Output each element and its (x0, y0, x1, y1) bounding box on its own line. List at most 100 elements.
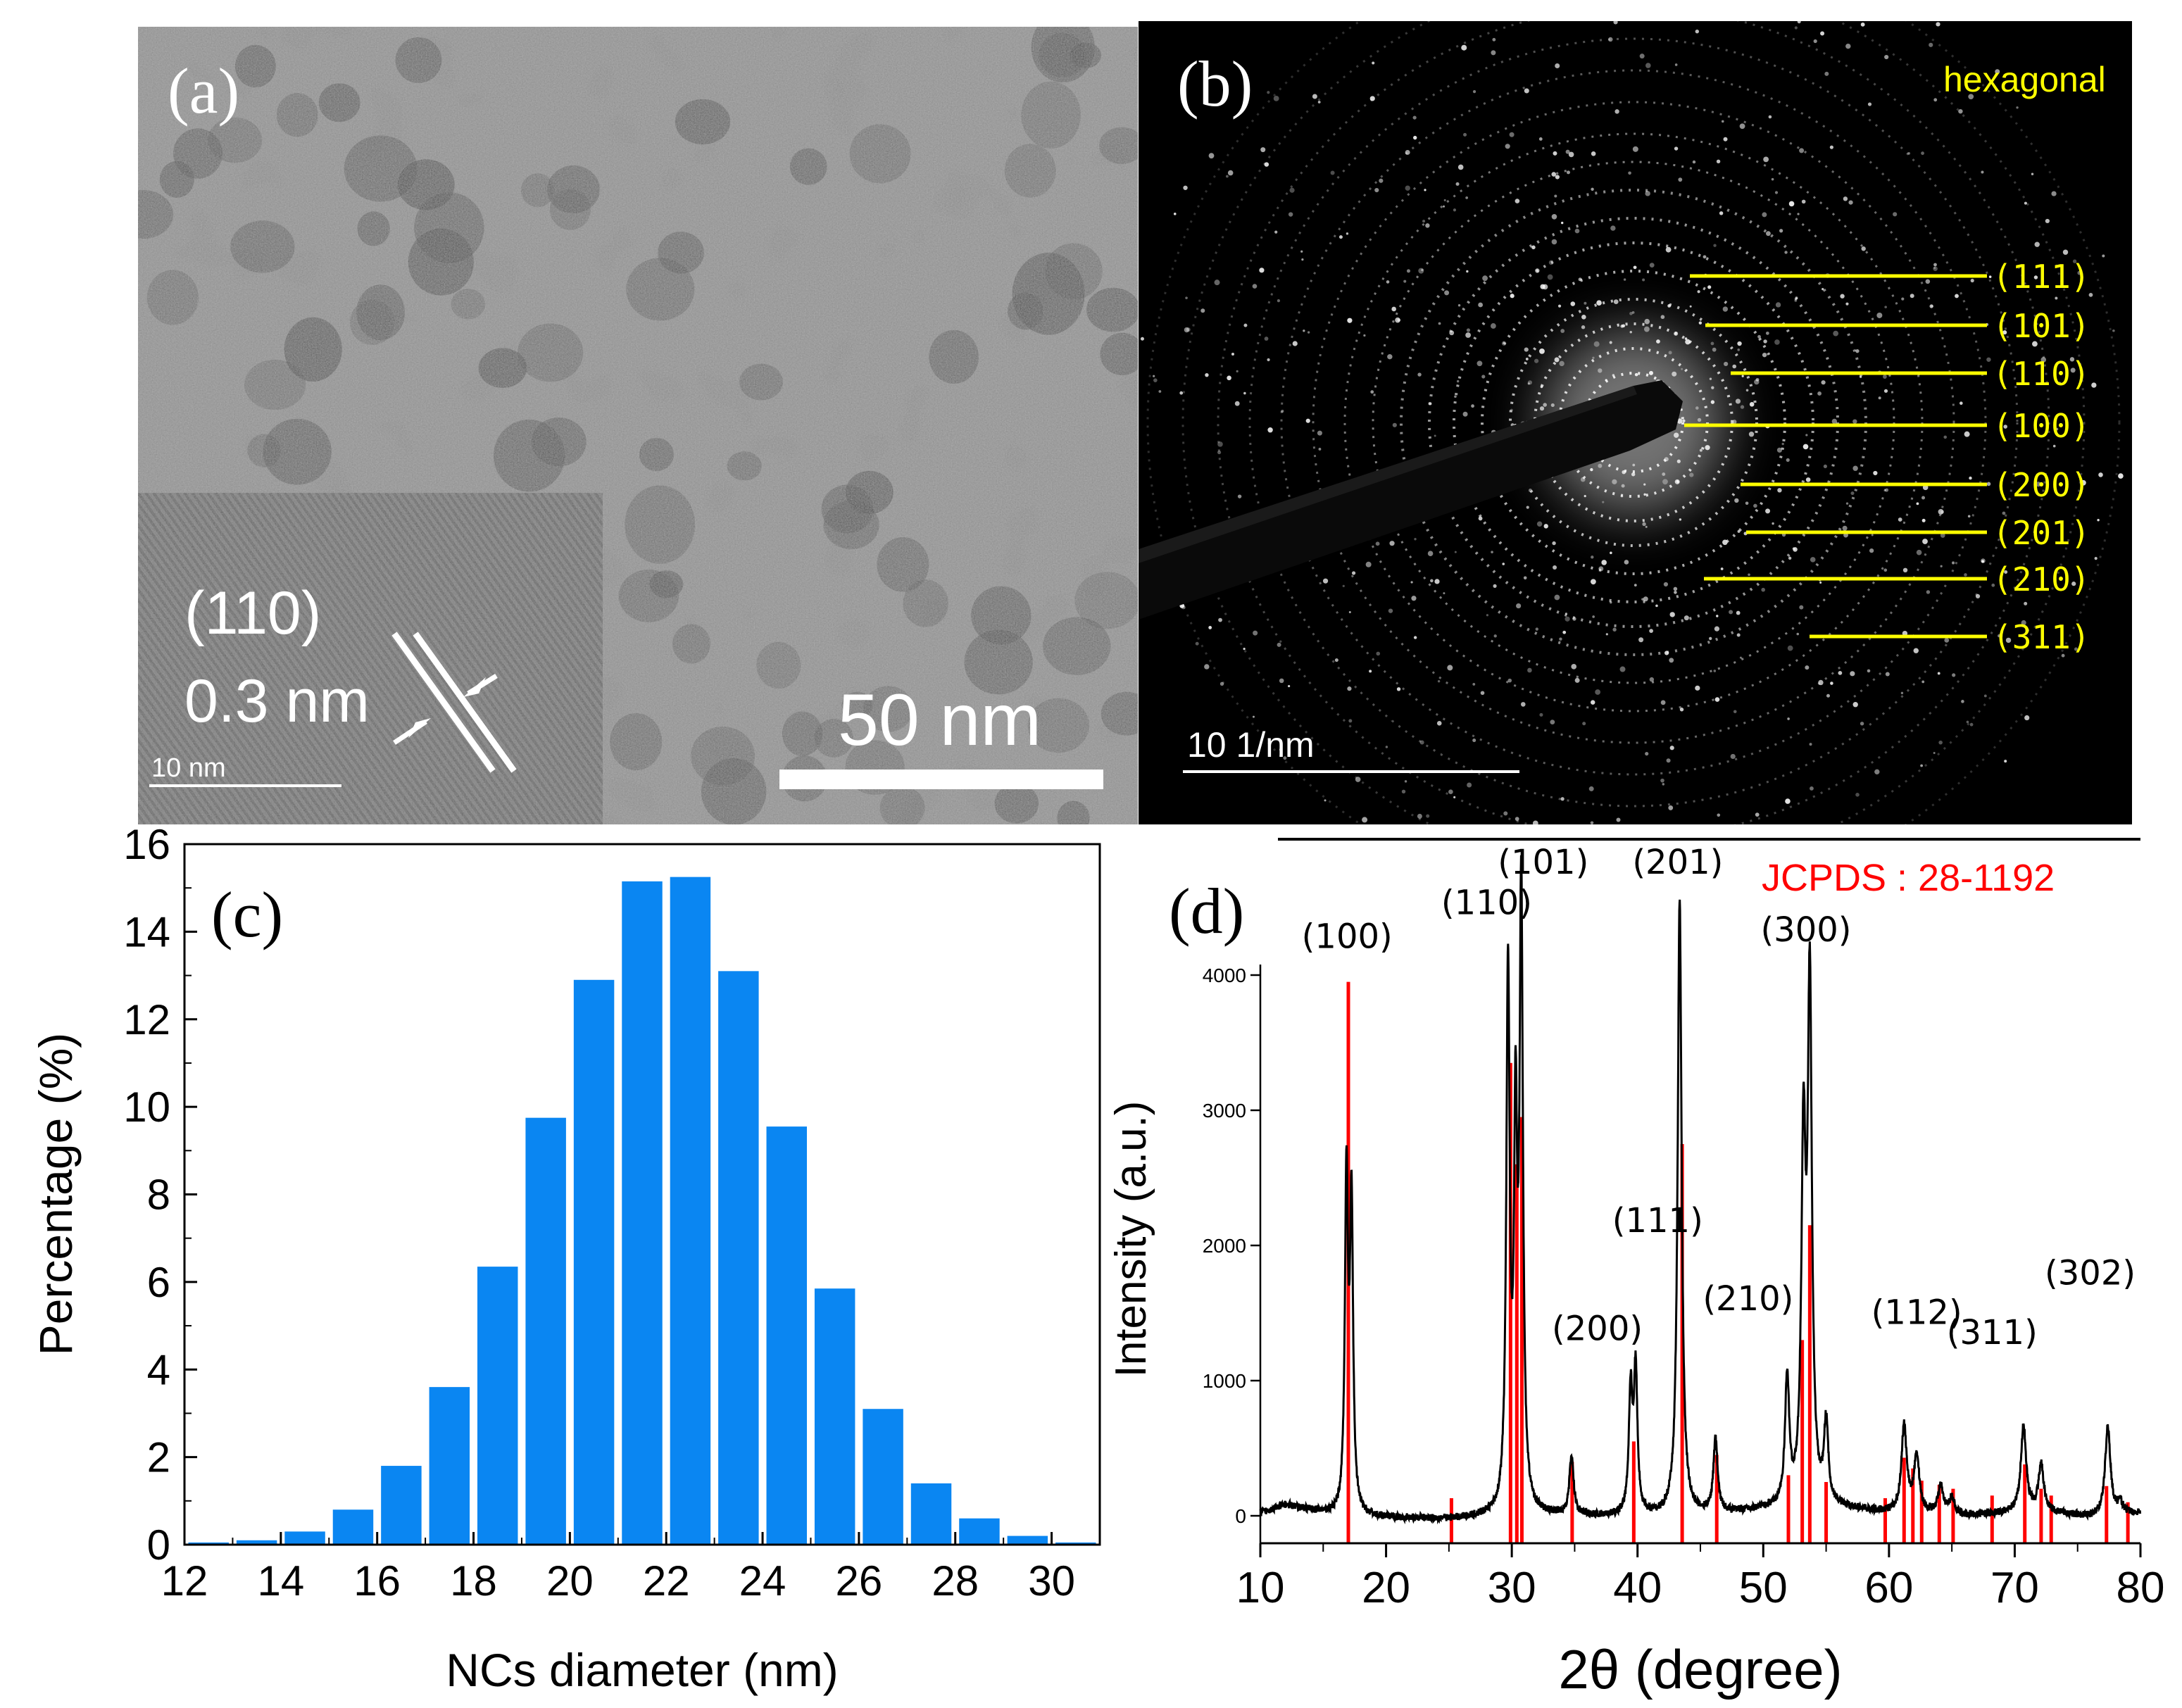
diffraction-spot (1685, 339, 1691, 345)
diffraction-spot (1643, 483, 1646, 486)
diffraction-spot (1966, 720, 1969, 724)
diffraction-spot (1571, 664, 1577, 670)
diffraction-spot (1622, 470, 1626, 475)
diffraction-spot (1619, 666, 1626, 672)
diffraction-spot (1535, 627, 1539, 631)
diffraction-spot (1757, 334, 1761, 339)
diffraction-spot (1787, 645, 1793, 651)
diffraction-spot (1243, 323, 1248, 327)
diffraction-spot (1457, 164, 1464, 170)
diffraction-spot (1692, 160, 1696, 164)
beam-stopper-edge (1139, 386, 1637, 563)
diffraction-spot (1649, 263, 1655, 268)
diffraction-spot (1179, 391, 1184, 395)
diffraction-spot (1482, 275, 1488, 282)
diffraction-spot (1218, 617, 1222, 622)
diffraction-spot (1867, 669, 1871, 673)
diffraction-spot (1662, 472, 1666, 476)
diffraction-spot (1860, 722, 1864, 726)
diffraction-spot (1605, 633, 1608, 636)
diffraction-spot (1768, 115, 1772, 119)
diffraction-spot (1720, 567, 1724, 570)
diffraction-spot (1925, 279, 1931, 284)
diffraction-spot (1855, 793, 1860, 797)
diffraction-spot (1351, 571, 1356, 575)
diffraction-spot (1395, 317, 1400, 323)
diffraction-spot (1281, 410, 1284, 413)
diffraction-spot (1820, 31, 1825, 36)
diffraction-ring (1312, 101, 1955, 744)
histogram-bar (622, 881, 663, 1545)
diffraction-spot (1363, 334, 1366, 337)
diffraction-spot (1733, 710, 1737, 714)
diffraction-spot (1259, 268, 1265, 273)
diffraction-spot (1656, 339, 1660, 344)
diffraction-spot (1565, 616, 1570, 622)
diffraction-spot (1547, 274, 1553, 280)
diffraction-spot (2033, 275, 2038, 280)
diffraction-spot (1852, 702, 1858, 708)
diffraction-spot (1153, 378, 1158, 382)
diffraction-spot (1845, 502, 1849, 505)
diffraction-spot (1850, 491, 1855, 496)
diffraction-spot (1554, 194, 1557, 198)
diffraction-spot (1388, 608, 1393, 613)
diffraction-spot (1921, 496, 1926, 500)
diffraction-spot (1674, 331, 1679, 336)
diffraction-spot (1541, 829, 1545, 834)
panel-b-label: (b) (1177, 48, 1253, 120)
histogram-bar (959, 1518, 1000, 1545)
diffraction-spot (1664, 457, 1669, 462)
diffraction-spot (1605, 879, 1607, 882)
diffraction-spot (1610, 551, 1612, 555)
diffraction-spot (1392, 422, 1397, 427)
diffraction-spot (1330, 170, 1335, 175)
diffraction-spot (2081, 479, 2086, 486)
diffraction-spot (2069, 357, 2075, 362)
hrtem-inset (0, 493, 603, 824)
diffraction-spot (1598, 566, 1604, 572)
diffraction-spot (1735, 398, 1741, 404)
diffraction-spot (1714, 697, 1720, 702)
lattice-fringe (0, 493, 130, 824)
xrd-pattern-line (1259, 855, 2142, 1525)
diffraction-spot (1745, 389, 1749, 392)
diffraction-spot (1369, 670, 1372, 673)
diffraction-spot (1763, 156, 1769, 163)
lattice-fringe (0, 493, 122, 824)
diffraction-spot (1873, 470, 1878, 476)
ring-index-label: (200) (1993, 466, 2090, 504)
x-tick-label: 30 (1028, 1557, 1075, 1605)
diffraction-spot (1799, 605, 1804, 610)
diffraction-spot (1641, 598, 1644, 601)
diffraction-spot (1369, 96, 1375, 101)
ring-index-label: (311) (1993, 618, 2090, 656)
diffraction-spot (1173, 213, 1177, 215)
diffraction-spot (1824, 71, 1829, 76)
diffraction-spot (1629, 331, 1632, 334)
diffraction-spot (1787, 717, 1790, 720)
diffraction-spot (1674, 479, 1680, 484)
diffraction-spot (1674, 63, 1678, 66)
diffraction-spot (1730, 753, 1736, 760)
diffraction-spot (1629, 312, 1633, 315)
diffraction-spot (1525, 358, 1529, 360)
diffraction-spot (1855, 348, 1860, 353)
diffraction-spot (1140, 337, 1144, 341)
diffraction-spot (1762, 352, 1767, 358)
diffraction-spot (1516, 603, 1522, 609)
diffraction-spot (1952, 673, 1956, 677)
diffraction-spot (1158, 390, 1162, 393)
diffraction-spot (1703, 255, 1707, 259)
diffraction-spot (1777, 488, 1782, 493)
diffraction-spot (1527, 382, 1530, 385)
diffraction-spot (1673, 586, 1678, 591)
diffraction-spot (1501, 341, 1507, 346)
diffraction-spot (1784, 251, 1788, 254)
diffraction-spot (2074, 647, 2078, 651)
diffraction-spot (1581, 314, 1586, 320)
diffraction-spot (1540, 284, 1545, 289)
diffraction-spot (1612, 374, 1615, 377)
diffraction-spot (1813, 39, 1817, 44)
diffraction-spot (1723, 137, 1728, 142)
